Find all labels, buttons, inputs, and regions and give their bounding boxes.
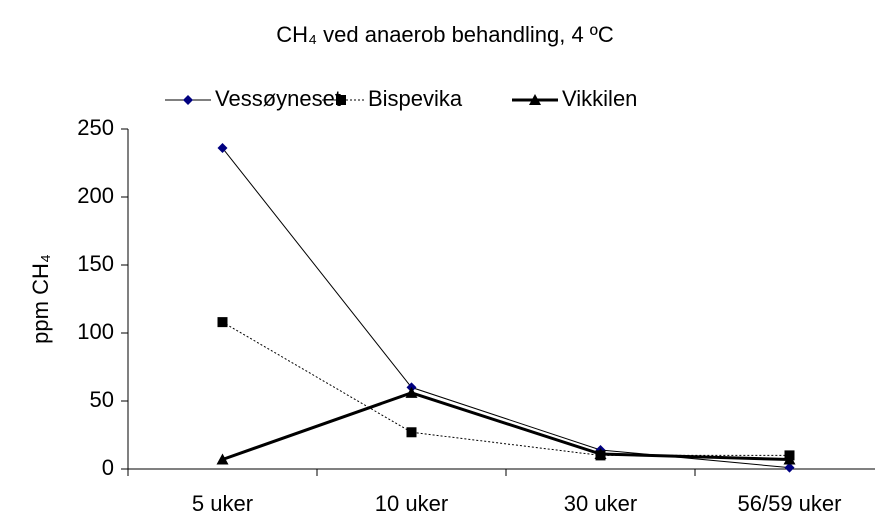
data-point — [405, 386, 418, 398]
legend-label: Bispevika — [368, 86, 463, 111]
data-point — [406, 427, 417, 438]
data-point — [783, 453, 796, 465]
legend-marker — [529, 94, 541, 105]
legend-marker — [336, 95, 346, 105]
x-tick-label: 30 uker — [564, 491, 637, 516]
data-point — [216, 453, 229, 465]
data-point — [784, 462, 795, 473]
x-tick-label: 56/59 uker — [738, 491, 842, 516]
y-tick-label: 0 — [102, 455, 114, 480]
legend-label: Vessøyneset — [215, 86, 341, 111]
data-point — [594, 448, 607, 460]
y-tick-label: 50 — [90, 387, 114, 412]
x-tick-label: 5 uker — [192, 491, 253, 516]
data-point — [217, 143, 228, 154]
legend-label: Vikkilen — [562, 86, 637, 111]
y-axis-label: ppm CH₄ — [28, 254, 53, 344]
x-tick-label: 10 uker — [375, 491, 448, 516]
y-tick-label: 100 — [77, 319, 114, 344]
series-line — [222, 391, 790, 461]
y-tick-label: 250 — [77, 115, 114, 140]
chart-title: CH₄ ved anaerob behandling, 4 ºC — [276, 22, 614, 47]
legend-marker — [183, 95, 193, 105]
y-tick-label: 200 — [77, 183, 114, 208]
y-tick-label: 150 — [77, 251, 114, 276]
series-line — [222, 147, 790, 469]
series-line — [222, 321, 790, 456]
data-point — [217, 317, 228, 328]
